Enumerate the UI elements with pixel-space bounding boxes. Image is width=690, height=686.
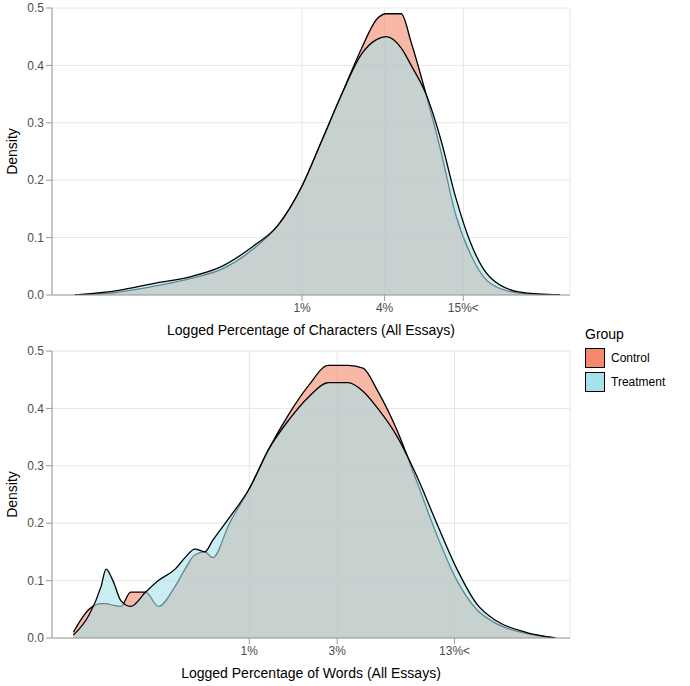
svg-text:0.4: 0.4 <box>27 402 44 416</box>
svg-text:0.5: 0.5 <box>27 1 44 15</box>
svg-text:1%: 1% <box>293 301 311 315</box>
svg-text:Density: Density <box>8 471 20 518</box>
svg-text:4%: 4% <box>376 301 394 315</box>
svg-text:3%: 3% <box>329 644 347 658</box>
svg-text:13%<: 13%< <box>439 644 470 658</box>
html-text:Control: Control <box>611 351 650 365</box>
svg-text:Density: Density <box>8 128 20 175</box>
svg-text:0.5: 0.5 <box>27 344 44 358</box>
svg-text:0.1: 0.1 <box>27 574 44 588</box>
svg-text:1%: 1% <box>241 644 259 658</box>
html-text:Treatment: Treatment <box>611 375 666 389</box>
svg-text:0.0: 0.0 <box>27 631 44 645</box>
svg-text:Logged Percentage of Character: Logged Percentage of Characters (All Ess… <box>167 322 455 338</box>
svg-text:15%<: 15%< <box>448 301 479 315</box>
svg-text:0.1: 0.1 <box>27 231 44 245</box>
svg-text:0.3: 0.3 <box>27 459 44 473</box>
svg-text:Logged Percentage of Words (Al: Logged Percentage of Words (All Essays) <box>181 665 441 681</box>
svg-text:0.4: 0.4 <box>27 59 44 73</box>
svg-text:0.2: 0.2 <box>27 516 44 530</box>
svg-text:0.0: 0.0 <box>27 288 44 302</box>
svg-text:0.3: 0.3 <box>27 116 44 130</box>
svg-text:0.2: 0.2 <box>27 173 44 187</box>
html-text:Group: Group <box>585 326 624 342</box>
